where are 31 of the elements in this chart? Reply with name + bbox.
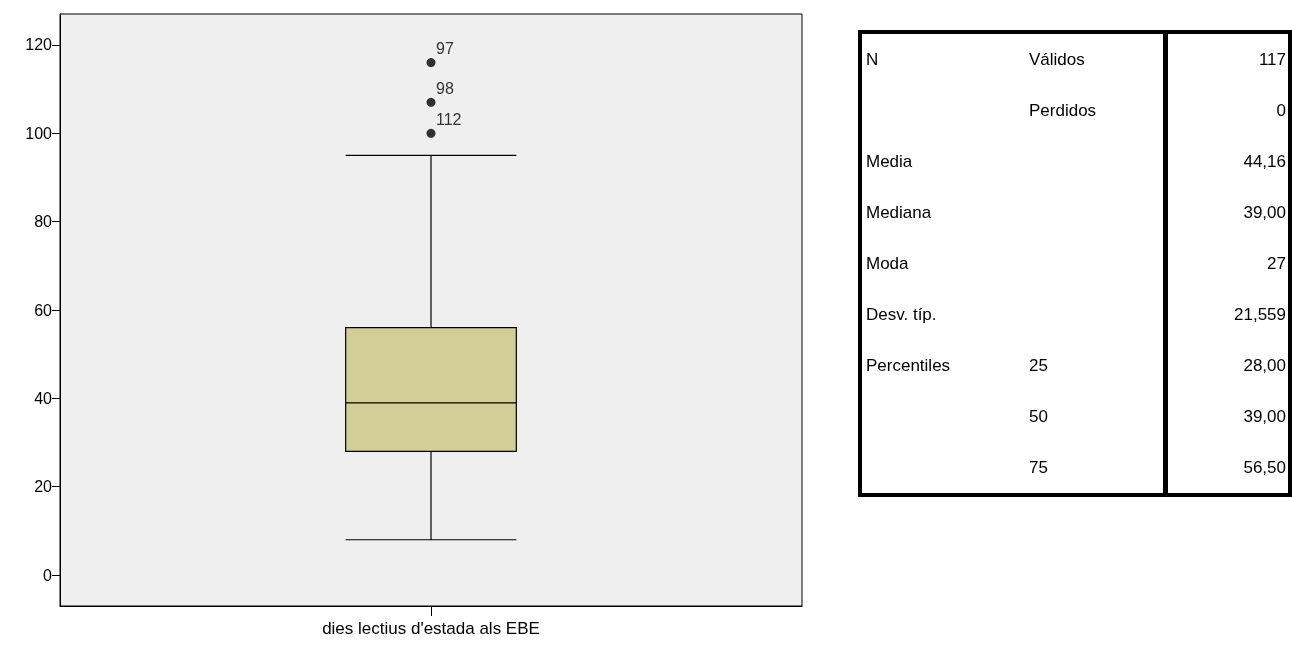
annotation: 98: [436, 79, 454, 97]
y-tick-label: 100: [25, 124, 53, 142]
y-tick-label: 120: [25, 36, 53, 54]
text: Media: [866, 151, 913, 171]
text: 75: [1029, 457, 1048, 477]
y-tick-label: 0: [43, 566, 53, 584]
text: 44,16: [1243, 151, 1286, 171]
text: N: [866, 49, 879, 69]
text: Percentiles: [866, 355, 951, 375]
y-tick-label: 40: [34, 389, 53, 407]
text: 56,50: [1243, 457, 1286, 477]
text: Perdidos: [1029, 100, 1097, 120]
text: Desv. típ.: [866, 304, 937, 324]
x-tick-label: dies lectius d'estada als EBE: [322, 619, 540, 638]
y-tick-label: 20: [34, 478, 53, 496]
text: 21,559: [1234, 304, 1286, 324]
annotation: 112: [436, 110, 462, 128]
text: Válidos: [1029, 49, 1085, 69]
text: 39,00: [1243, 202, 1286, 222]
annotation: 97: [436, 40, 454, 58]
text: 0: [1276, 100, 1286, 120]
text: 117: [1258, 49, 1286, 69]
text: 25: [1029, 355, 1048, 375]
y-tick-label: 80: [34, 213, 53, 231]
text: 28,00: [1243, 355, 1286, 375]
y-tick-label: 60: [34, 301, 53, 319]
text: 50: [1029, 406, 1048, 426]
text: Mediana: [866, 202, 932, 222]
text: Moda: [866, 253, 909, 273]
text: 27: [1267, 253, 1286, 273]
text: 39,00: [1243, 406, 1286, 426]
